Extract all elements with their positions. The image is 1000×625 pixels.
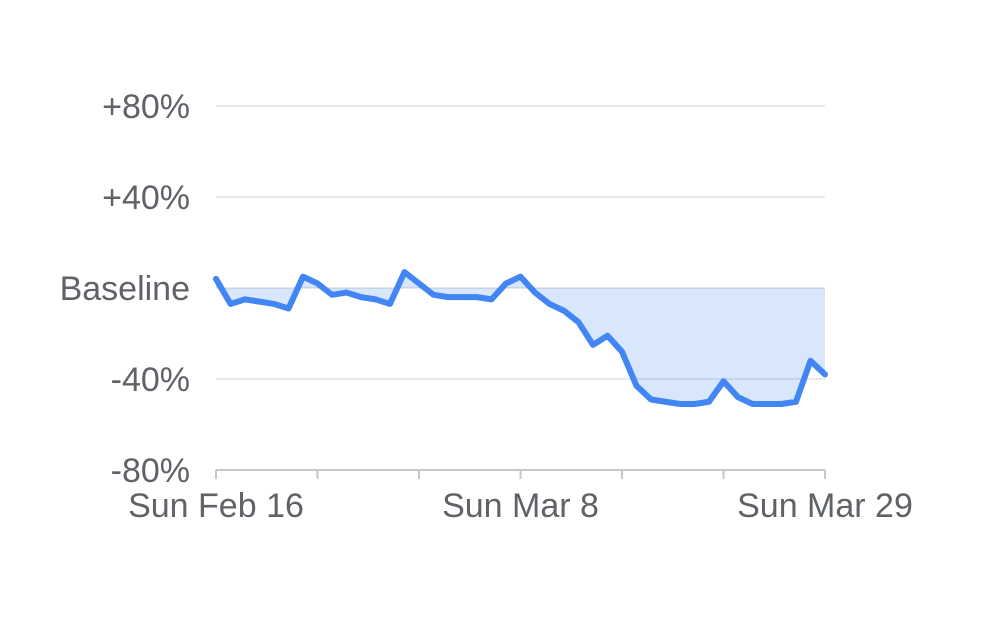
y-tick-label: Baseline xyxy=(60,270,190,308)
y-tick-label: +40% xyxy=(102,179,190,217)
x-tick-label: Sun Mar 29 xyxy=(737,487,913,525)
y-tick-label: -40% xyxy=(111,361,190,399)
x-tick-label: Sun Feb 16 xyxy=(128,487,304,525)
trend-area xyxy=(216,272,825,405)
trend-line xyxy=(213,269,828,408)
y-tick-label: +80% xyxy=(102,88,190,126)
x-tick-label: Sun Mar 8 xyxy=(442,487,599,525)
y-tick-label: -80% xyxy=(111,452,190,490)
